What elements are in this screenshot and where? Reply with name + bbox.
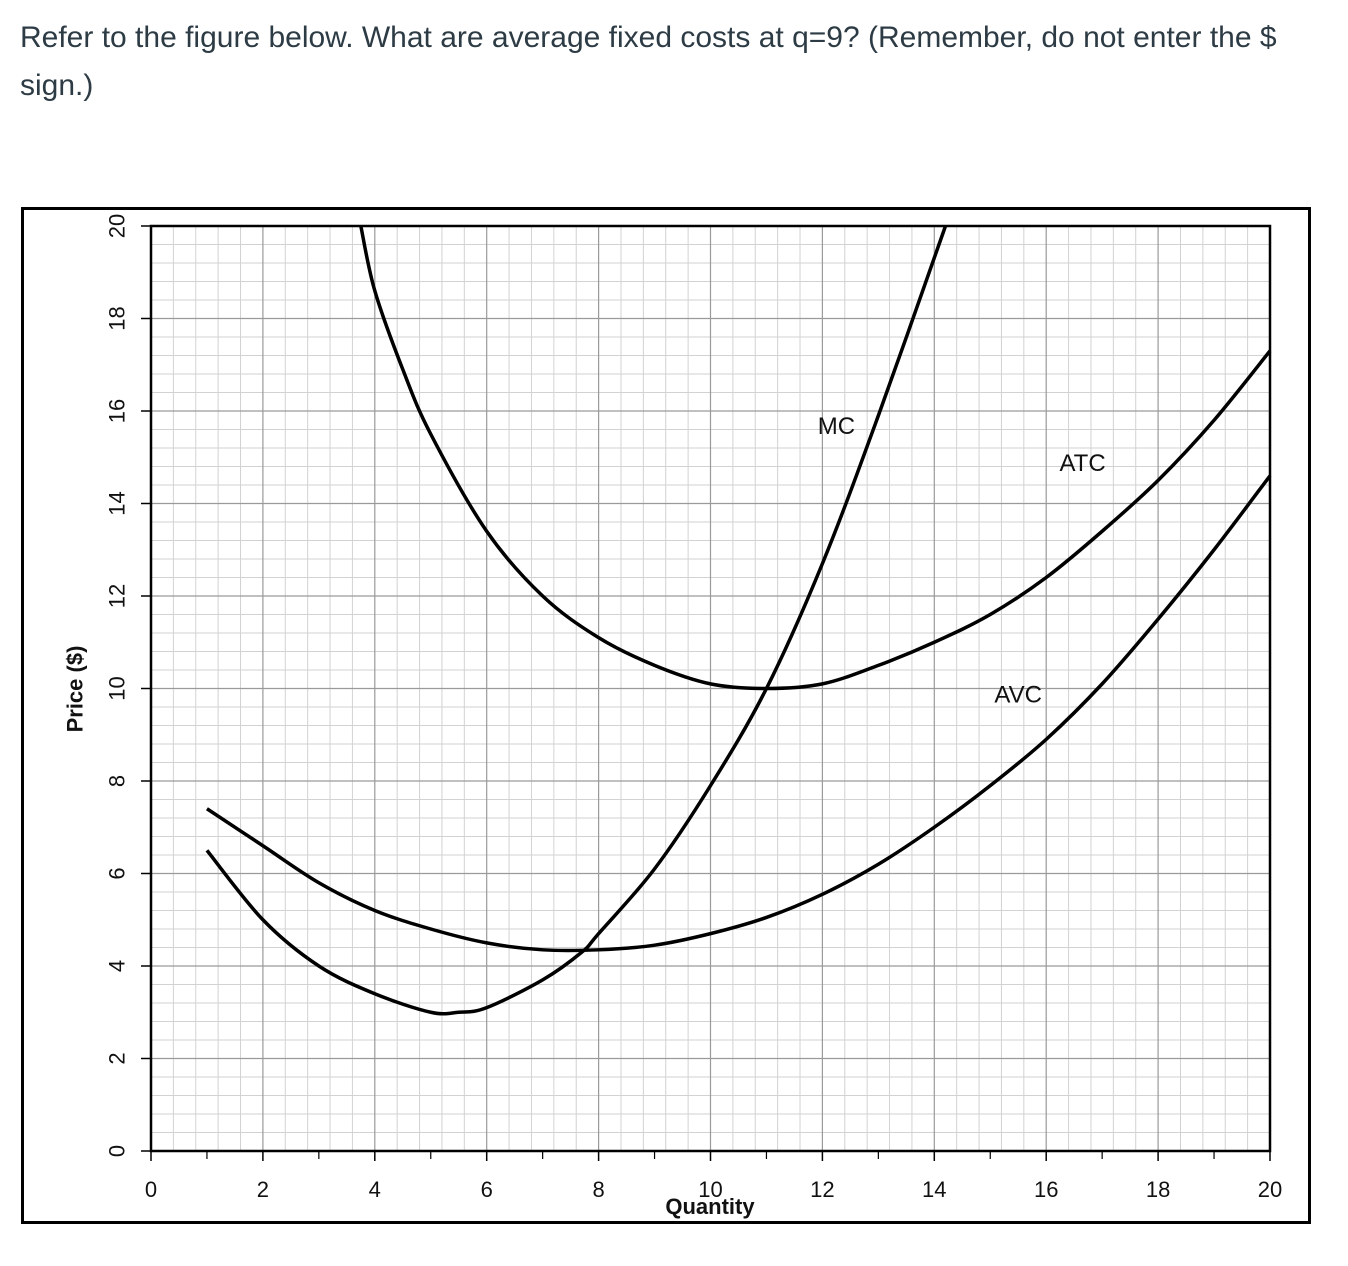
curve-label-mc: MC (818, 413, 855, 440)
x-tick-label: 0 (145, 1177, 157, 1202)
curve-atc (359, 225, 1272, 691)
y-tick-label: 10 (105, 676, 130, 700)
x-axis-title: Quantity (665, 1194, 755, 1219)
y-axis-title: Price ($) (63, 646, 88, 733)
x-tick-label: 16 (1034, 1177, 1058, 1202)
x-tick-label: 6 (481, 1177, 493, 1202)
y-tick-label: 18 (105, 306, 130, 330)
x-tick-label: 2 (257, 1177, 269, 1202)
y-tick-label: 20 (105, 214, 130, 238)
y-tick-label: 4 (105, 960, 130, 972)
chart-frame (21, 207, 1311, 1224)
curve-avc (205, 474, 1272, 953)
y-tick-label: 14 (105, 491, 130, 515)
y-tick-label: 12 (105, 584, 130, 608)
x-tick-label: 10 (698, 1177, 722, 1202)
x-tick-label: 12 (810, 1177, 834, 1202)
question-text: Refer to the figure below. What are aver… (20, 21, 1277, 102)
curve-mc (205, 225, 948, 1016)
curve-label-avc: AVC (994, 681, 1042, 708)
x-tick-label: 8 (592, 1177, 604, 1202)
y-tick-label: 8 (105, 775, 130, 787)
y-tick-label: 16 (105, 399, 130, 423)
x-tick-label: 4 (369, 1177, 381, 1202)
x-axis-ticks: 0 2 4 6 8 10 12 14 16 18 20 (145, 1151, 1282, 1202)
curves (205, 225, 1272, 1016)
y-tick-label: 0 (105, 1145, 130, 1157)
major-grid (150, 225, 1271, 1152)
y-axis-ticks: 0 2 4 6 8 10 12 14 16 18 20 (105, 214, 151, 1157)
curve-labels: MC ATC AVC (818, 413, 1106, 708)
x-tick-label: 20 (1258, 1177, 1282, 1202)
x-tick-label: 18 (1146, 1177, 1170, 1202)
y-tick-label: 2 (105, 1052, 130, 1064)
x-tick-label: 14 (922, 1177, 946, 1202)
curve-label-atc: ATC (1059, 450, 1105, 477)
y-tick-label: 6 (105, 867, 130, 879)
